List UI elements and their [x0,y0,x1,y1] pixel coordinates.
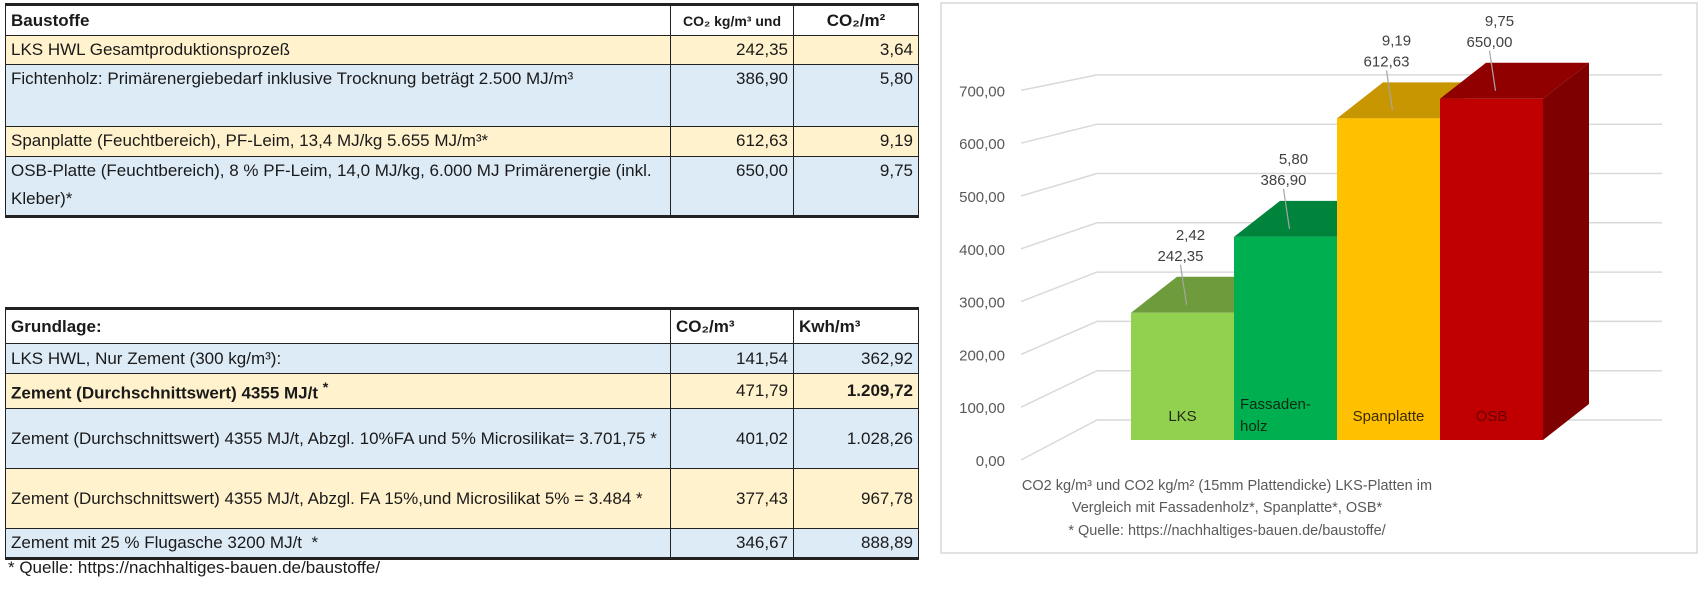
row-value-co2-m3: 612,63 [670,126,794,157]
leader-line [1385,70,1394,111]
secondary-value-label: 9,75 [1485,13,1514,30]
category-label: Fassaden- [1240,396,1311,413]
table-row: LKS HWL, Nur Zement (300 kg/m³): 141,54 … [5,343,919,374]
secondary-value-label: 9,19 [1382,32,1411,49]
secondary-value-label: 5,80 [1279,151,1308,168]
y-tick-label: 200,00 [959,347,1005,364]
chart-caption-source: * Quelle: https://nachhaltiges-bauen.de/… [1068,523,1386,539]
chart-caption-line-1: CO2 kg/m³ und CO2 kg/m² (15mm Plattendic… [1022,478,1432,494]
row-value-co2-m3: 242,35 [670,35,794,65]
footnote-marker: * [322,380,329,397]
category-label: OSB [1476,408,1508,425]
row-value-kwh: 1.028,26 [793,408,919,469]
y-tick-label: 0,00 [976,453,1005,470]
row-value-kwh: 888,89 [793,528,919,560]
leader-line [1282,188,1291,229]
row-value-kwh: 1.209,72 [793,373,919,409]
header-baustoffe: Baustoffe [5,3,671,36]
table-row: Zement (Durchschnittswert) 4355 MJ/t * 4… [5,373,919,409]
bar-3 [1440,98,1543,440]
row-label: Zement mit 25 % Flugasche 3200 MJ/t * [5,528,671,560]
grundlage-table: Grundlage: CO₂/m³ Kwh/m³ LKS HWL, Nur Ze… [5,307,919,560]
y-tick-label: 500,00 [959,189,1005,206]
header-grundlage: Grundlage: [5,307,671,344]
row-value-co2: 141,54 [670,343,794,374]
row-value-co2-m2: 5,80 [793,64,919,127]
baustoffe-table: Baustoffe CO₂ kg/m³ und CO₂/m² LKS HWL G… [5,3,919,218]
value-label: 650,00 [1467,34,1513,51]
row-label-text: Zement (Durchschnittswert) 4355 MJ/t [11,383,319,403]
table-row: Spanplatte (Feuchtbereich), PF-Leim, 13,… [5,126,919,157]
row-label: Zement (Durchschnittswert) 4355 MJ/t * [5,373,671,409]
category-label: holz [1240,418,1268,435]
header-kwh-m3: Kwh/m³ [793,307,919,344]
bar-2 [1337,118,1440,440]
row-label: Zement (Durchschnittswert) 4355 MJ/t, Ab… [5,468,671,529]
y-tick-label: 100,00 [959,400,1005,417]
y-tick-label: 600,00 [959,136,1005,153]
y-tick-label: 300,00 [959,295,1005,312]
category-label: LKS [1168,408,1196,425]
secondary-value-label: 2,42 [1176,227,1205,244]
value-label: 242,35 [1158,248,1204,265]
y-tick-label: 700,00 [959,83,1005,100]
row-value-co2: 401,02 [670,408,794,469]
category-label: Spanplatte [1353,408,1425,425]
row-label: OSB-Platte (Feuchtbereich), 8 % PF-Leim,… [5,156,671,218]
row-value-co2: 377,43 [670,468,794,529]
row-value-co2: 471,79 [670,373,794,409]
row-label: LKS HWL, Nur Zement (300 kg/m³): [5,343,671,374]
table-row: OSB-Platte (Feuchtbereich), 8 % PF-Leim,… [5,156,919,218]
row-value-co2: 346,67 [670,528,794,560]
row-value-co2-m3: 650,00 [670,156,794,218]
table-header-row: Baustoffe CO₂ kg/m³ und CO₂/m² [5,3,919,36]
row-value-co2-m2: 9,75 [793,156,919,218]
bar-1 [1234,236,1337,440]
row-value-kwh: 967,78 [793,468,919,529]
row-label: Fichtenholz: Primärenergiebedarf inklusi… [5,64,671,127]
row-value-kwh: 362,92 [793,343,919,374]
table-row: Zement (Durchschnittswert) 4355 MJ/t, Ab… [5,468,919,529]
row-value-co2-m3: 386,90 [670,64,794,127]
bar-top-3 [1440,62,1589,99]
header-co2-m3: CO₂/m³ [670,307,794,344]
y-tick-label: 400,00 [959,242,1005,259]
chart-caption-line-2: Vergleich mit Fassadenholz*, Spanplatte*… [1072,500,1383,516]
table-row: Zement mit 25 % Flugasche 3200 MJ/t * 34… [5,528,919,560]
row-label: Zement (Durchschnittswert) 4355 MJ/t, Ab… [5,408,671,469]
leader-line [1488,50,1497,91]
table-header-row: Grundlage: CO₂/m³ Kwh/m³ [5,307,919,344]
row-label: Spanplatte (Feuchtbereich), PF-Leim, 13,… [5,126,671,157]
bar-0 [1131,312,1234,440]
row-value-co2-m2: 3,64 [793,35,919,65]
table-row: LKS HWL Gesamtproduktionsprozeß 242,35 3… [5,35,919,65]
bar-side-3 [1543,62,1589,440]
table-row: Fichtenholz: Primärenergiebedarf inklusi… [5,64,919,127]
value-label: 612,63 [1364,53,1410,70]
row-label: LKS HWL Gesamtproduktionsprozeß [5,35,671,65]
source-footnote: * Quelle: https://nachhaltiges-bauen.de/… [8,558,381,577]
table-row: Zement (Durchschnittswert) 4355 MJ/t, Ab… [5,408,919,469]
value-label: 386,90 [1261,172,1307,189]
leader-line [1179,264,1188,305]
